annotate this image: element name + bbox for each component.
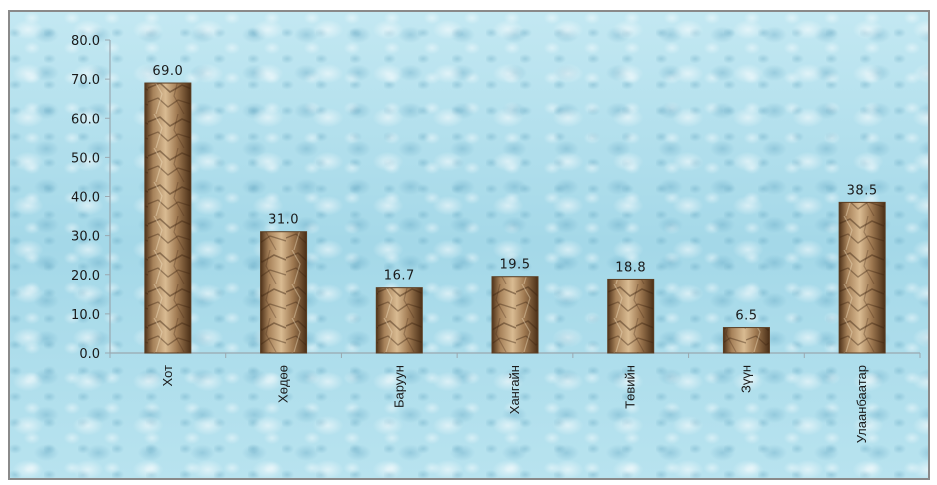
y-tick-label: 80.0: [71, 34, 100, 49]
x-category-label: Хот: [160, 365, 175, 386]
data-label: 31.0: [268, 213, 299, 228]
bar-outline: [260, 231, 308, 354]
bar-texture: [723, 327, 770, 353]
chart-frame: 0.0 10.0 20.0 30.0 40.0 50.0 60.0 70.0 80.0 69.0…: [8, 10, 930, 480]
bar-outline: [144, 82, 192, 354]
bar-outline: [722, 327, 770, 354]
bar-outline: [607, 278, 655, 354]
bar-outline: [838, 201, 886, 354]
bar: [607, 278, 655, 354]
bar: [838, 201, 886, 354]
x-category-label: Хөдөө: [276, 365, 291, 403]
bar-outline: [491, 276, 539, 354]
y-tick-label: 50.0: [71, 151, 100, 166]
bars: [144, 82, 886, 354]
data-label: 69.0: [152, 64, 183, 79]
y-tick-label: 40.0: [71, 191, 100, 206]
data-label: 6.5: [735, 309, 757, 324]
bar: [144, 82, 192, 354]
bar-texture: [260, 231, 307, 353]
bar-texture: [607, 279, 654, 353]
bar: [375, 287, 423, 354]
bar-texture: [839, 202, 886, 353]
data-label: 19.5: [500, 258, 531, 273]
bar: [260, 231, 308, 354]
bar-chart: 0.0 10.0 20.0 30.0 40.0 50.0 60.0 70.0 80.0 69.0…: [71, 34, 921, 443]
x-category-label: Хангайн: [507, 365, 522, 414]
bar: [722, 327, 770, 354]
data-label: 18.8: [615, 260, 646, 275]
bar-texture: [376, 287, 423, 353]
x-category-label: Зүүн: [738, 365, 753, 393]
y-tick-label: 60.0: [71, 112, 100, 127]
y-tick-label: 30.0: [71, 230, 100, 245]
bar-texture: [492, 276, 538, 353]
x-category-label: Баруун: [391, 365, 406, 408]
data-label: 38.5: [847, 183, 878, 198]
bar-texture: [144, 83, 191, 353]
axes: 0.0 10.0 20.0 30.0 40.0 50.0 60.0 70.0 80.0: [71, 34, 921, 362]
bar-outline: [375, 287, 423, 354]
data-label: 16.7: [384, 269, 415, 284]
x-category-label: Улаанбаатар: [854, 365, 869, 443]
bar: [491, 276, 539, 354]
y-tick-label: 70.0: [71, 73, 100, 88]
data-labels: 69.0 Хот 31.0 Хөдөө 16.7 Баруун 19.5 Хангайн 18.…: [152, 64, 877, 443]
y-tick-label: 0.0: [79, 347, 100, 362]
y-tick-label: 20.0: [71, 269, 100, 284]
x-category-label: Төвийн: [623, 365, 638, 409]
y-tick-label: 10.0: [71, 308, 100, 323]
